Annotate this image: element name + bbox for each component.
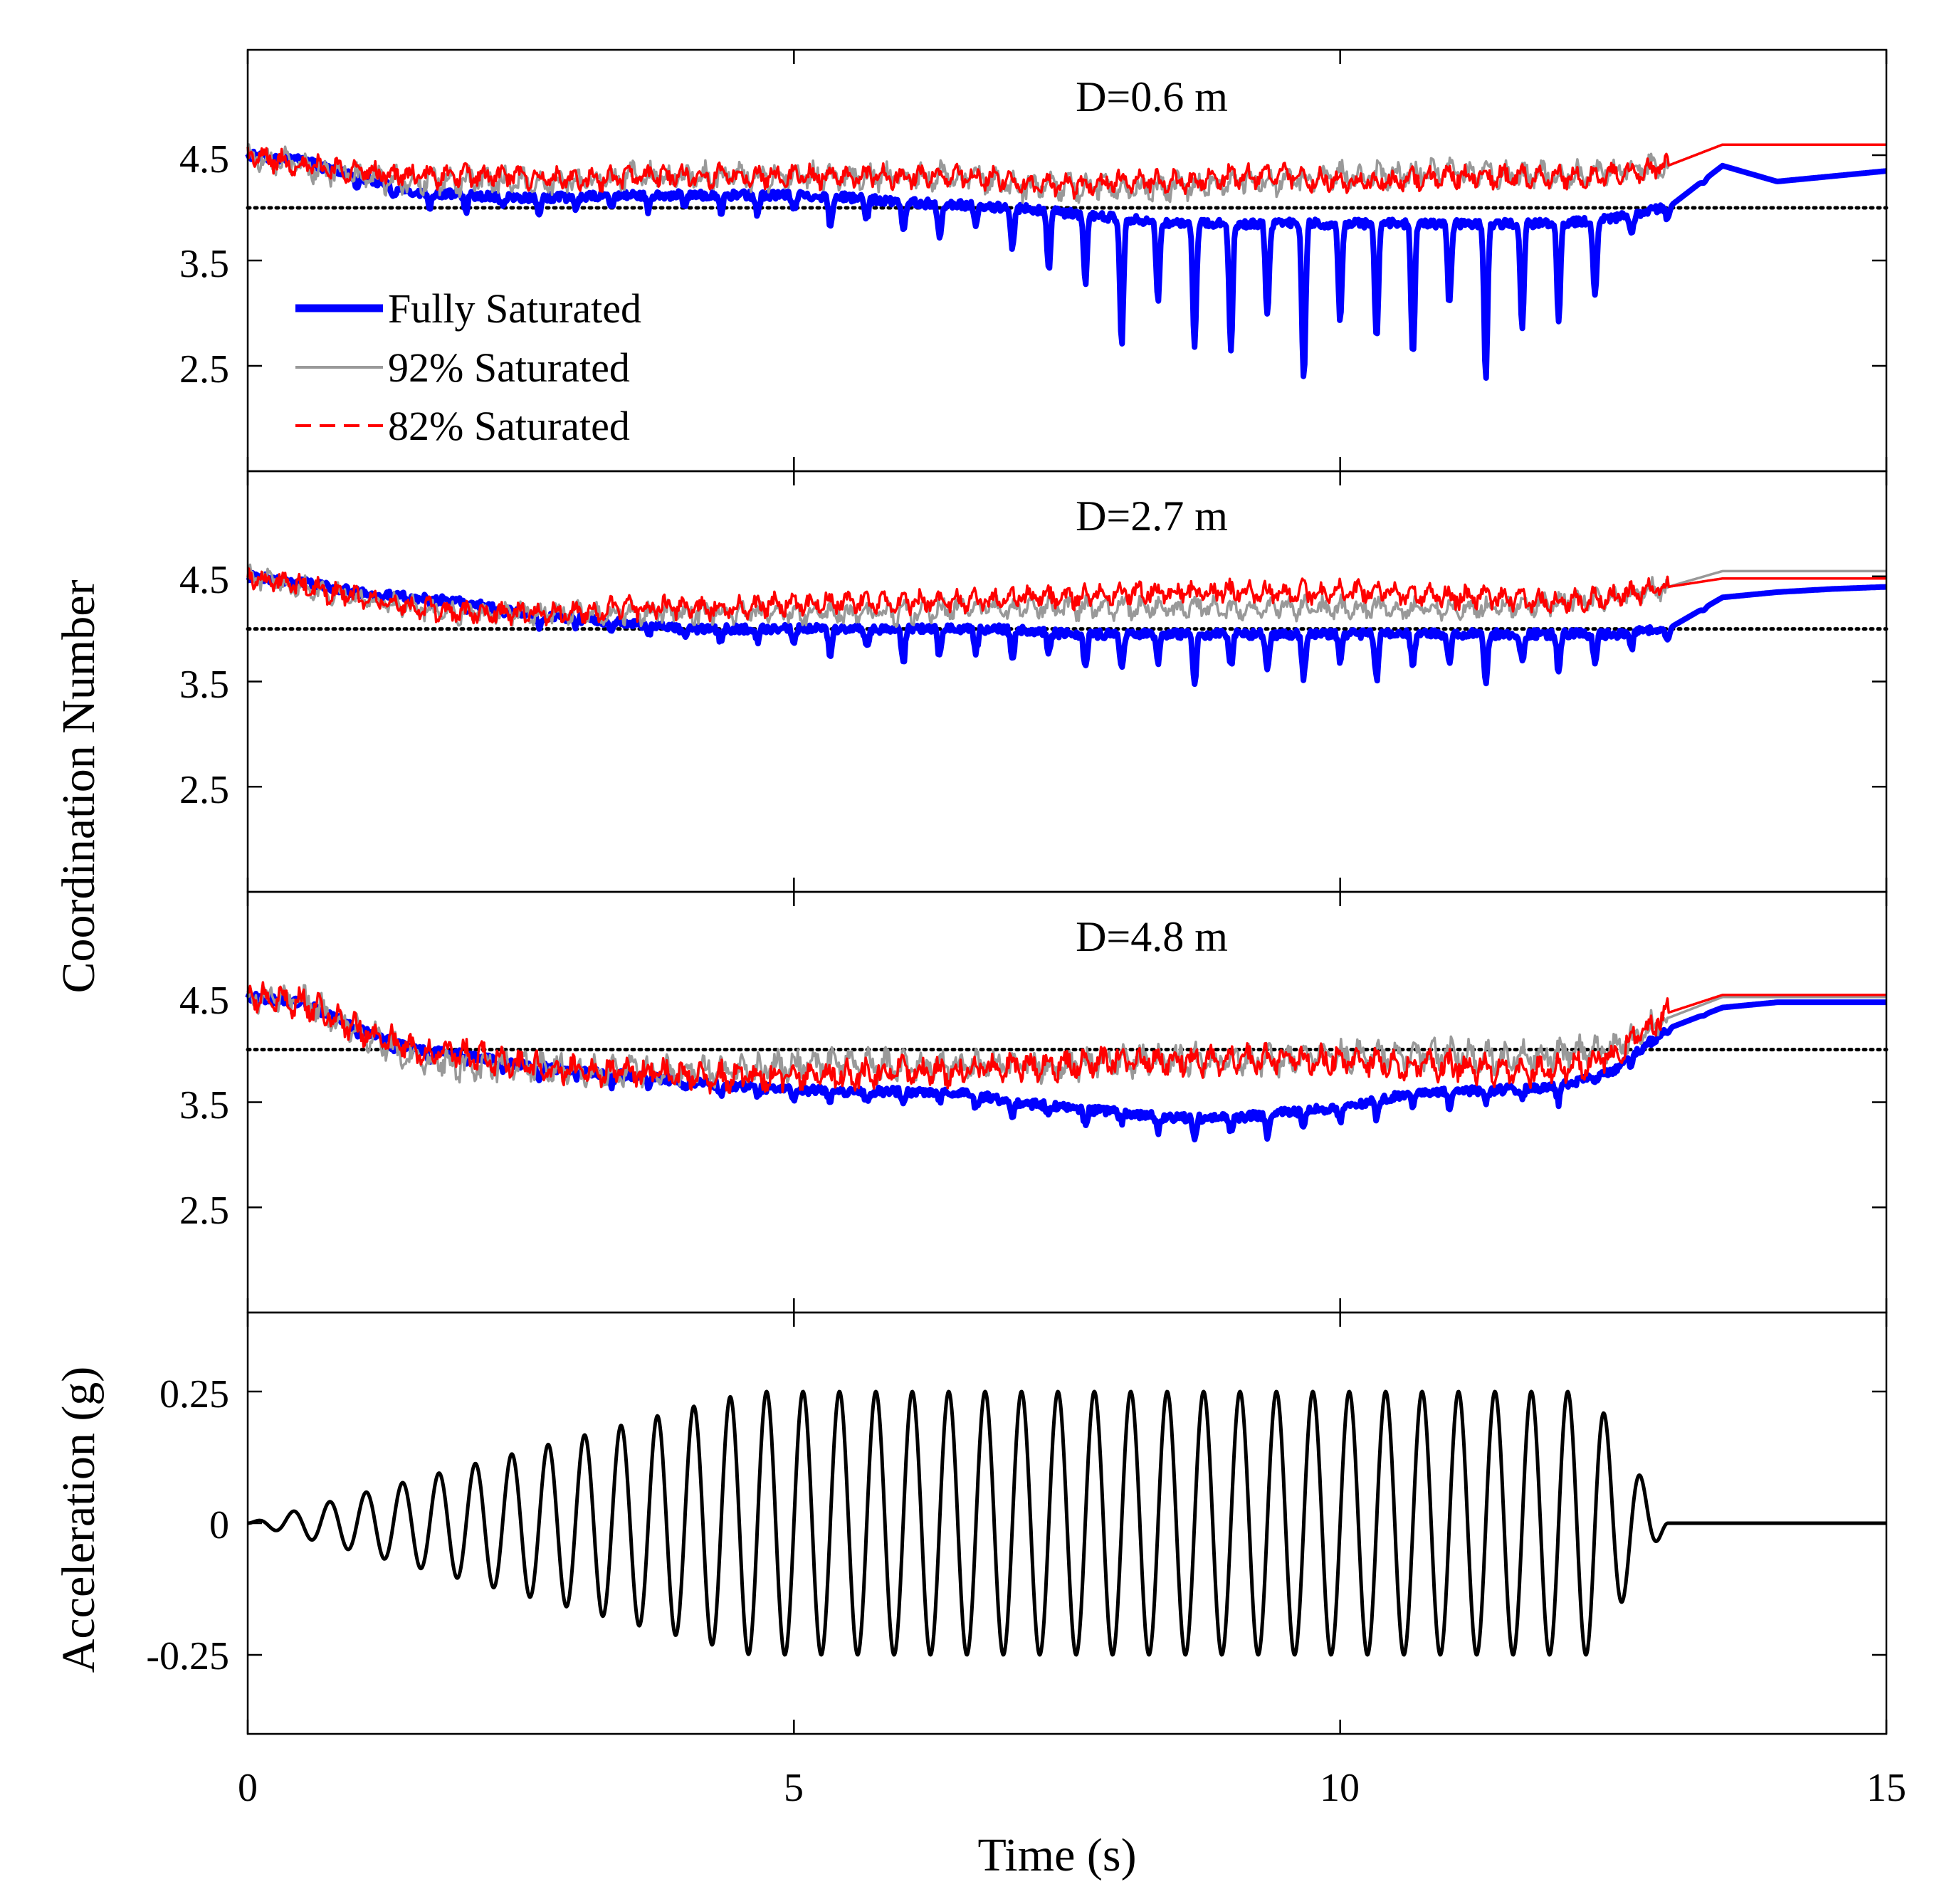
p3-y-tick-label-2.5: 2.5 [179, 1189, 229, 1233]
legend-label-82-saturated: 82% Saturated [388, 403, 630, 449]
time-xlabel: Time (s) [977, 1829, 1136, 1881]
p4-y-tick-label-0: 0 [209, 1503, 229, 1547]
coordination-number-ylabel: Coordination Number [53, 579, 105, 993]
x-tick-label-15: 15 [1866, 1766, 1906, 1810]
p1-series-fully-saturated [245, 148, 1889, 381]
legend-label-fully-saturated: Fully Saturated [388, 285, 641, 332]
p2-series-82-saturated [246, 567, 1887, 627]
legend: Fully Saturated 92% Saturated 82% Satura… [295, 285, 641, 449]
p2-series-fully-saturated [246, 569, 1889, 688]
plot-layer [245, 48, 1889, 1735]
p3-y-tick-label-3.5: 3.5 [179, 1083, 229, 1127]
x-tick-label-0: 0 [238, 1766, 258, 1810]
p1-y-tick-label-2.5: 2.5 [179, 347, 229, 391]
p3-series-fully-saturated [245, 991, 1889, 1142]
p3-series-82-saturated [246, 981, 1887, 1095]
x-tick-label-10: 10 [1320, 1766, 1360, 1810]
p1-y-tick-label-3.5: 3.5 [179, 242, 229, 286]
p1-series-82-saturated [246, 143, 1887, 200]
acceleration-ylabel: Acceleration (g) [53, 1367, 105, 1673]
p4-y-tick-label-0.25: 0.25 [159, 1372, 229, 1416]
panel-2-title: D=2.7 m [1076, 493, 1228, 540]
x-tick-label-5: 5 [784, 1766, 804, 1810]
p1-y-tick-label-4.5: 4.5 [179, 137, 229, 182]
panel-1-title: D=0.6 m [1076, 73, 1228, 120]
p3-y-tick-label-4.5: 4.5 [179, 979, 229, 1023]
p2-y-tick-label-3.5: 3.5 [179, 663, 229, 707]
p4-y-tick-label-neg0.25: -0.25 [146, 1634, 229, 1678]
p2-y-tick-label-4.5: 4.5 [179, 558, 229, 602]
panel-3-title: D=4.8 m [1076, 913, 1228, 960]
legend-label-92-saturated: 92% Saturated [388, 344, 630, 391]
p4-series-input-acceleration [246, 1389, 1888, 1657]
p4-frame [246, 1311, 1888, 1735]
p2-y-tick-label-2.5: 2.5 [179, 768, 229, 812]
